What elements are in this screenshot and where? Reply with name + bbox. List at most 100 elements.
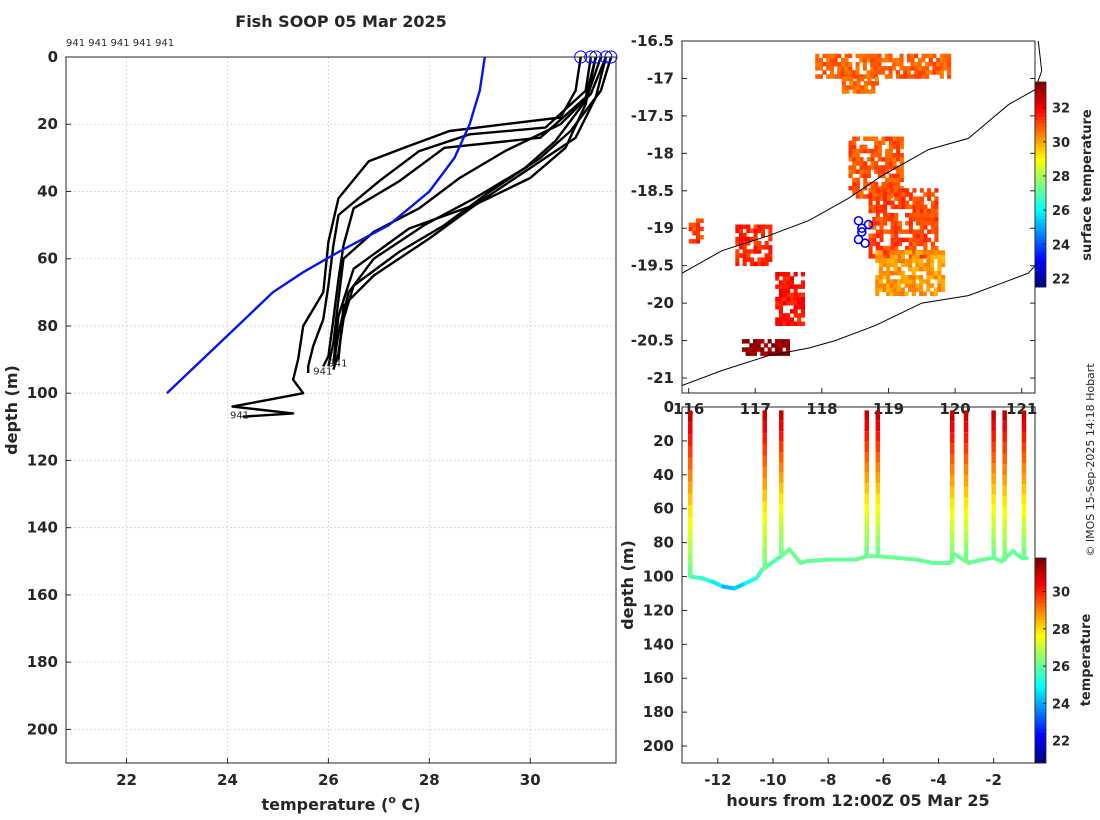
colorbar-tick-label: 26 — [1052, 660, 1070, 675]
sst-pixel — [900, 291, 905, 296]
sst-pixel — [879, 204, 884, 210]
sst-pixel — [866, 70, 871, 75]
sst-pixel — [688, 226, 693, 232]
sst-pixel — [927, 196, 932, 201]
sst-pixel — [818, 62, 823, 67]
sst-pixel — [875, 221, 880, 226]
sst-pixel — [882, 275, 887, 280]
sst-pixel — [911, 283, 916, 288]
sst-pixel — [885, 136, 890, 141]
sst-pixel — [937, 266, 942, 272]
colorbar-segment — [1035, 759, 1046, 764]
colorbar-segment — [1035, 704, 1046, 709]
sst-pixel — [886, 229, 891, 234]
sst-pixel — [877, 157, 882, 162]
colorbar-segment — [1035, 650, 1046, 655]
sst-pixel — [885, 169, 890, 174]
sst-pixel — [778, 288, 783, 293]
sst-pixel — [856, 85, 861, 90]
sst-pixel — [874, 76, 879, 82]
sst-pixel — [863, 85, 868, 90]
colorbar-segment — [1035, 119, 1046, 124]
sst-pixel — [826, 74, 831, 79]
sst-pixel — [793, 313, 798, 318]
section-ytick-label: 80 — [653, 534, 674, 552]
profile-ytick-label: 0 — [48, 48, 58, 66]
sst-pixel — [919, 241, 924, 247]
sst-pixel — [818, 74, 823, 79]
sst-pixel — [786, 288, 791, 293]
sst-pixel — [886, 250, 891, 255]
sst-pixel — [818, 57, 823, 63]
sst-pixel — [852, 157, 857, 162]
sst-pixel — [866, 74, 871, 79]
sst-pixel — [870, 136, 875, 141]
sst-pixel — [919, 250, 924, 255]
sst-pixel — [752, 343, 757, 348]
sst-pixel — [877, 148, 882, 154]
sst-pixel — [930, 217, 935, 222]
sst-pixel — [908, 266, 913, 272]
sst-pixel — [837, 53, 842, 59]
sst-pixel — [934, 204, 939, 210]
sst-pixel — [892, 62, 897, 67]
sst-pixel — [899, 53, 904, 59]
map-ytick-label: -18 — [647, 144, 674, 162]
sst-pixel — [855, 157, 860, 162]
sst-pixel — [919, 279, 924, 284]
sst-pixel — [890, 200, 895, 205]
sst-pixel — [753, 241, 758, 246]
sst-pixel — [696, 239, 701, 244]
section-ytick-label: 140 — [643, 635, 674, 653]
sst-pixel — [775, 317, 780, 322]
sst-pixel — [852, 81, 857, 86]
sst-pixel — [859, 74, 864, 79]
sst-pixel — [797, 296, 802, 302]
sst-pixel — [785, 347, 790, 352]
sst-pixel — [837, 70, 842, 75]
colorbar-tick-label: 30 — [1052, 586, 1070, 601]
sst-pixel — [911, 279, 916, 284]
sst-pixel — [868, 237, 873, 243]
sst-pixel — [815, 66, 820, 71]
sst-pixel — [696, 218, 701, 223]
sst-pixel — [889, 254, 894, 259]
sst-pixel — [863, 161, 868, 166]
sst-pixel — [947, 74, 952, 79]
sst-pixel — [793, 309, 798, 314]
sst-pixel — [888, 136, 893, 141]
sst-pixel — [908, 287, 913, 292]
sst-pixel — [852, 181, 857, 187]
sst-pixel — [881, 66, 886, 71]
map-ytick-label: -19 — [647, 219, 674, 237]
sst-pixel — [879, 221, 884, 226]
sst-pixel — [947, 70, 952, 75]
sst-pixel — [937, 275, 942, 280]
sst-pixel — [922, 291, 927, 296]
sst-pixel — [757, 224, 762, 229]
sst-pixel — [848, 153, 853, 158]
colorbar-segment — [1035, 273, 1046, 278]
sst-pixel — [899, 153, 904, 158]
colorbar-segment — [1035, 143, 1046, 148]
sst-pixel — [815, 57, 820, 63]
sst-pixel — [871, 85, 876, 90]
sst-pixel — [910, 66, 915, 71]
colorbar-segment — [1035, 153, 1046, 158]
sst-pixel — [696, 226, 701, 232]
sst-pixel — [915, 254, 920, 259]
sst-pixel — [884, 57, 889, 63]
sst-pixel — [930, 275, 935, 280]
sst-pixel — [764, 245, 769, 250]
colorbar-segment — [1035, 640, 1046, 644]
sst-pixel — [778, 313, 783, 318]
sst-pixel — [894, 237, 899, 243]
sst-pixel — [797, 313, 802, 318]
sst-pixel — [882, 283, 887, 288]
sst-pixel — [912, 212, 917, 218]
sst-pixel — [875, 229, 880, 234]
sst-pixel — [868, 188, 873, 193]
colorbar-segment — [1035, 126, 1046, 131]
sst-pixel — [867, 76, 872, 82]
